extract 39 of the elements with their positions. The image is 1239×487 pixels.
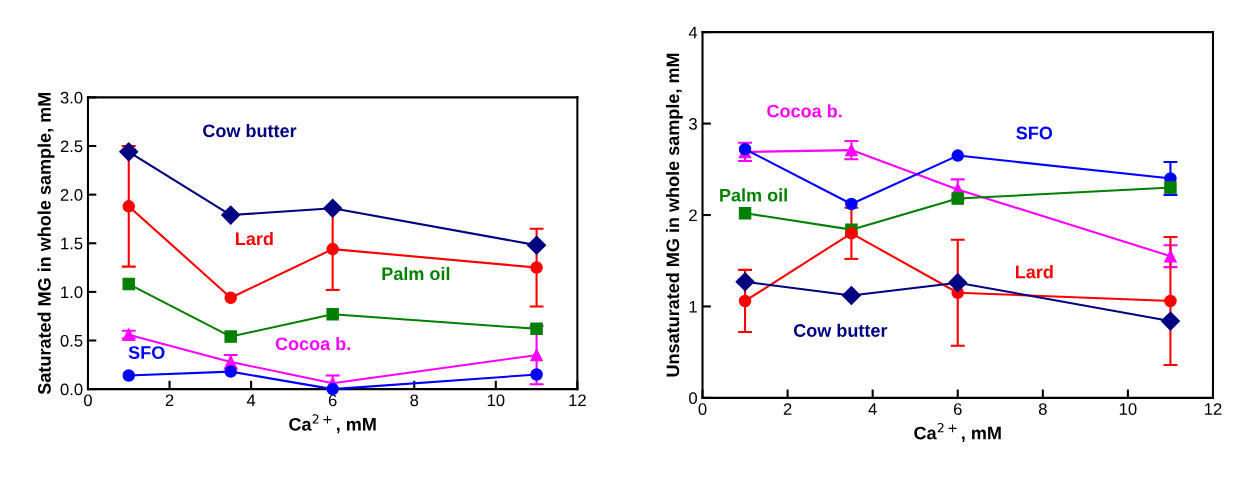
series-label: Palm oil bbox=[720, 188, 787, 202]
x-tick-label: 8 bbox=[1038, 403, 1047, 415]
x-tick-label: 2 bbox=[165, 394, 174, 407]
x-tick-label: 0 bbox=[698, 403, 707, 415]
x-tick-label: 2 bbox=[783, 403, 792, 415]
series-label: Cow butter bbox=[793, 323, 888, 337]
series-label: Cocoa b. bbox=[275, 336, 350, 351]
x-tick-label: 4 bbox=[868, 403, 877, 415]
x-tick-label: 10 bbox=[1119, 403, 1137, 415]
x-axis-title: Ca$^{2+}$, mM bbox=[289, 414, 376, 434]
y-tick-label: 1.5 bbox=[61, 237, 83, 250]
x-tick-label: 12 bbox=[569, 394, 586, 407]
series-label: Cocoa b. bbox=[767, 104, 842, 118]
x-axis-title: Ca$^{2+}$, mM bbox=[914, 422, 1001, 443]
y-tick-label: 0.5 bbox=[60, 334, 83, 347]
series-label: SFO bbox=[1016, 126, 1053, 140]
y-tick-label: 4 bbox=[688, 26, 698, 39]
y-tick-label: 3 bbox=[689, 117, 697, 130]
y-axis-title: Saturated MG in whole sample, mM bbox=[37, 92, 55, 395]
y-tick-label: 1.0 bbox=[61, 286, 83, 299]
y-tick-label: 2.0 bbox=[60, 189, 83, 201]
y-tick-label: 3.0 bbox=[60, 91, 83, 104]
x-tick-label: 10 bbox=[487, 394, 505, 407]
x-tick-label: 12 bbox=[1204, 403, 1222, 415]
series-label: Lard bbox=[1015, 265, 1053, 279]
y-tick-label: 1 bbox=[689, 301, 697, 313]
x-tick-label: 8 bbox=[410, 394, 419, 407]
series-label: Lard bbox=[236, 231, 273, 246]
series-label: SFO bbox=[128, 346, 165, 359]
y-axis-title: Unsaturated MG in whole sample, mM bbox=[666, 53, 683, 377]
y-tick-label: 0.0 bbox=[60, 383, 83, 396]
y-tick-label: 2.5 bbox=[60, 140, 83, 153]
x-tick-label: 4 bbox=[246, 394, 256, 407]
x-tick-label: 0 bbox=[83, 394, 92, 407]
y-tick-label: 2 bbox=[689, 209, 697, 222]
x-tick-label: 6 bbox=[328, 394, 337, 407]
x-tick-label: 6 bbox=[953, 403, 962, 415]
text: Cow butter bbox=[203, 123, 297, 138]
text: Palm oil bbox=[382, 266, 450, 281]
